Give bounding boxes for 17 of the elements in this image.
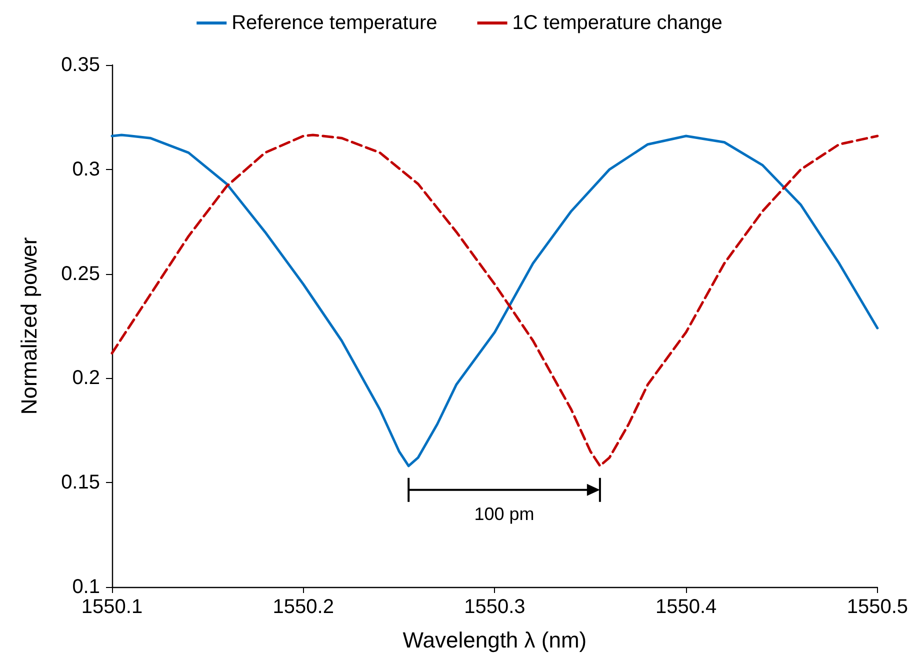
y-tick-label: 0.3: [72, 158, 100, 180]
x-axis-title: Wavelength λ (nm): [402, 628, 587, 652]
legend-label: Reference temperature: [232, 12, 438, 34]
y-tick-label: 0.25: [61, 262, 100, 285]
y-tick-label: 0.2: [72, 367, 100, 390]
legend-label: 1C temperature change: [512, 12, 722, 34]
y-tick-label: 0.15: [61, 472, 100, 494]
y-axis-title: Normalized power: [16, 237, 42, 415]
x-tick-label: 1550.1: [81, 596, 143, 618]
y-tick-label: 0.1: [72, 576, 100, 598]
annotation: 100 pm: [474, 504, 534, 524]
x-tick-label: 1550.5: [846, 596, 908, 618]
x-tick-label: 1550.2: [272, 596, 334, 618]
line-series: [110, 134, 879, 468]
x-tick-label: 1550.3: [464, 596, 526, 618]
x-tick-label: 1550.4: [655, 596, 717, 618]
y-tick-label: 0.35: [61, 54, 100, 76]
